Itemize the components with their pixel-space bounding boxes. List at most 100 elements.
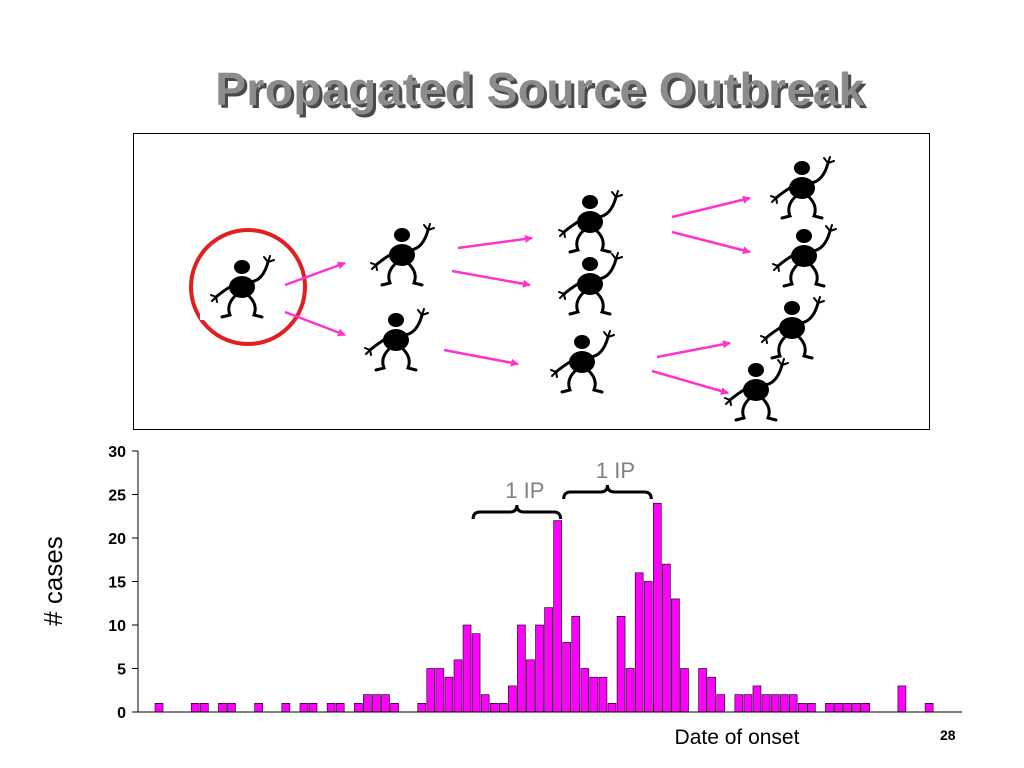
bar bbox=[761, 694, 771, 713]
page-number: 28 bbox=[940, 727, 956, 743]
bar bbox=[698, 668, 707, 713]
y-tick-label: 15 bbox=[108, 575, 126, 592]
arrow-icon bbox=[457, 234, 533, 250]
bar bbox=[426, 668, 436, 713]
bar bbox=[508, 685, 517, 713]
person-icon-gen4-c bbox=[759, 295, 826, 360]
bar bbox=[218, 702, 227, 713]
brace-icon bbox=[562, 484, 653, 500]
incubation-annotations: 1 IP 1 IP bbox=[471, 458, 653, 520]
bar bbox=[770, 694, 780, 713]
person-icon-gen4-d bbox=[723, 357, 790, 422]
bar bbox=[662, 563, 671, 713]
bar bbox=[643, 581, 653, 713]
bar bbox=[354, 702, 363, 713]
bar bbox=[444, 676, 454, 713]
y-axis-ticks: 0 5 10 15 20 25 30 bbox=[108, 444, 138, 722]
bar bbox=[788, 694, 798, 713]
arrow-icon bbox=[284, 261, 346, 287]
person-icon-index bbox=[209, 254, 276, 319]
bar bbox=[335, 702, 345, 713]
person-icon-gen2-a bbox=[369, 222, 436, 287]
y-tick-label: 0 bbox=[117, 705, 126, 722]
arrow-icon bbox=[671, 230, 751, 255]
bar bbox=[200, 702, 209, 713]
bar bbox=[308, 702, 318, 713]
arrow-icon bbox=[443, 348, 519, 367]
bar bbox=[807, 702, 816, 713]
y-axis-label: # cases bbox=[38, 536, 68, 626]
bar bbox=[834, 702, 843, 713]
bar-series bbox=[154, 502, 934, 713]
bar bbox=[498, 702, 508, 713]
annotation-label: 1 IP bbox=[596, 458, 635, 483]
bar bbox=[544, 607, 553, 713]
y-tick-label: 20 bbox=[108, 531, 126, 548]
bar bbox=[462, 624, 472, 713]
bar bbox=[625, 668, 635, 713]
bar bbox=[897, 685, 907, 713]
x-axis-label: Date of onset bbox=[675, 726, 800, 749]
bar bbox=[471, 633, 481, 713]
epidemic-curve-chart: 0 5 10 15 20 25 30 1 IP 1 IP # cases Date of on… bbox=[38, 444, 962, 749]
bar bbox=[716, 694, 726, 713]
bar bbox=[825, 702, 834, 713]
bar bbox=[752, 685, 762, 713]
arrow-icon bbox=[671, 195, 751, 219]
bar bbox=[417, 702, 427, 713]
bar bbox=[489, 702, 499, 713]
bar bbox=[852, 702, 861, 713]
bar bbox=[390, 702, 399, 713]
bar bbox=[562, 642, 572, 713]
brace-icon bbox=[471, 504, 563, 520]
bar bbox=[535, 624, 544, 713]
bar bbox=[254, 702, 263, 713]
bar bbox=[652, 502, 662, 713]
bar bbox=[571, 615, 581, 713]
bar bbox=[779, 694, 789, 713]
transmission-diagram-frame bbox=[133, 133, 930, 430]
bar bbox=[553, 520, 562, 713]
bar bbox=[707, 676, 716, 713]
arrow-icon bbox=[656, 340, 731, 359]
transmission-diagram bbox=[189, 155, 838, 422]
bar bbox=[580, 668, 590, 713]
index-case-circle bbox=[189, 228, 307, 346]
bar bbox=[517, 624, 526, 713]
bar bbox=[227, 702, 236, 713]
bar bbox=[326, 702, 336, 713]
bar bbox=[480, 694, 490, 713]
bar bbox=[381, 694, 390, 713]
y-tick-label: 30 bbox=[108, 444, 126, 461]
bar bbox=[607, 702, 617, 713]
person-icon-gen4-a bbox=[769, 155, 836, 220]
bar bbox=[734, 694, 744, 713]
bar bbox=[372, 694, 381, 713]
person-icon-gen3-b bbox=[557, 251, 624, 316]
bar bbox=[861, 702, 870, 713]
bar bbox=[435, 668, 445, 713]
bar bbox=[154, 702, 164, 713]
bar bbox=[453, 659, 463, 713]
bar bbox=[671, 598, 680, 713]
arrow-icon bbox=[651, 369, 729, 395]
y-tick-label: 10 bbox=[108, 618, 126, 635]
bar bbox=[634, 572, 644, 713]
bar bbox=[281, 702, 291, 713]
y-tick-label: 25 bbox=[108, 488, 126, 505]
bar bbox=[616, 615, 626, 713]
bar bbox=[924, 702, 934, 713]
annotation-label: 1 IP bbox=[505, 478, 544, 503]
person-icon-gen3-a bbox=[557, 189, 624, 254]
y-tick-label: 5 bbox=[117, 662, 126, 679]
bar bbox=[190, 702, 200, 713]
bar bbox=[598, 676, 608, 713]
bar bbox=[743, 694, 753, 713]
bar bbox=[843, 702, 852, 713]
bar bbox=[526, 659, 535, 713]
person-icon-gen4-b bbox=[771, 223, 838, 288]
person-icon-gen3-c bbox=[549, 329, 616, 394]
person-icon-gen2-b bbox=[363, 307, 430, 372]
arrow-icon bbox=[451, 269, 531, 288]
